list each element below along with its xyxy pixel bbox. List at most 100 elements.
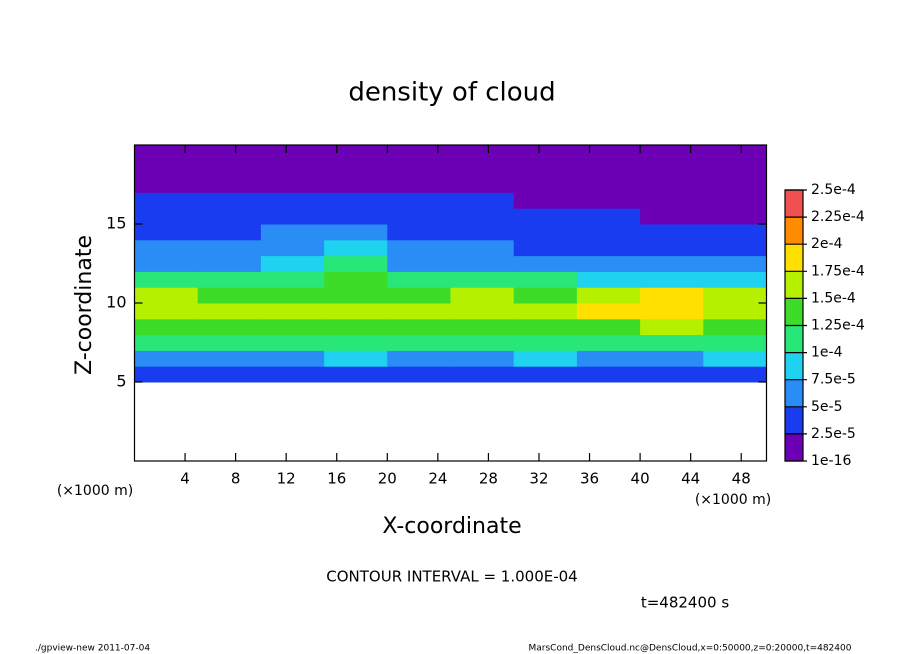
cell (640, 176, 704, 193)
cell (197, 318, 262, 336)
cell (513, 350, 578, 367)
cell (134, 145, 199, 162)
cell (576, 303, 641, 320)
cell (703, 255, 767, 272)
x-tick-label: 28 (479, 470, 498, 488)
cell (513, 287, 578, 304)
cell (387, 224, 451, 241)
colorbar-swatch (785, 352, 803, 380)
cell (576, 287, 641, 304)
cell (324, 145, 388, 162)
cell (513, 224, 578, 241)
x-tick-label: 40 (631, 470, 650, 488)
cell (450, 318, 515, 336)
cell (703, 224, 767, 241)
time-label: t=482400 s (641, 594, 729, 612)
cell (450, 271, 515, 288)
cell (387, 350, 451, 367)
cell (450, 192, 515, 209)
cell (134, 350, 199, 367)
x-tick-label: 44 (681, 470, 700, 488)
cell (260, 334, 325, 351)
cell (450, 334, 515, 351)
cell (513, 192, 578, 209)
cell (324, 239, 388, 257)
cell (387, 271, 451, 288)
cell (134, 303, 199, 320)
cell (513, 318, 578, 336)
cell (134, 287, 199, 304)
colorbar-label: 1.75e-4 (811, 263, 865, 279)
cell (387, 334, 451, 351)
y-tick-label: 15 (106, 214, 126, 233)
cell (576, 334, 641, 351)
cell (703, 287, 767, 304)
cell (576, 318, 641, 336)
colorbar-swatch (785, 379, 803, 408)
cell (260, 366, 325, 383)
cell (703, 334, 767, 351)
cell (387, 160, 451, 178)
cell (197, 176, 262, 193)
cell (640, 208, 704, 225)
cell (640, 318, 704, 336)
cell (197, 145, 262, 162)
cell (387, 208, 451, 225)
cell (134, 334, 199, 351)
cell (260, 176, 325, 193)
colorbar-swatch (785, 244, 803, 272)
cell (703, 145, 767, 162)
colorbar-label: 1e-16 (811, 453, 851, 469)
cell (260, 271, 325, 288)
cell (640, 255, 704, 272)
cell (260, 303, 325, 320)
cell (703, 350, 767, 367)
cell (324, 208, 388, 225)
cell (576, 176, 641, 193)
cell (387, 318, 451, 336)
x-tick-label: 32 (529, 470, 548, 488)
cell (640, 366, 704, 383)
cell (640, 192, 704, 209)
x-axis-label: X-coordinate (382, 514, 521, 539)
cell (576, 192, 641, 209)
colorbar-swatch (785, 433, 803, 462)
cell (260, 350, 325, 367)
cell (197, 224, 262, 241)
cell (324, 176, 388, 193)
cell (134, 192, 199, 209)
x-tick-label: 8 (231, 470, 241, 488)
x-tick-label: 24 (428, 470, 447, 488)
cell (513, 208, 578, 225)
cell (260, 160, 325, 178)
cell (450, 239, 515, 257)
cell (324, 303, 388, 320)
cell (197, 239, 262, 257)
cell (260, 255, 325, 272)
cell (640, 334, 704, 351)
colorbar-label: 5e-5 (811, 399, 842, 415)
cell (513, 145, 578, 162)
cell (450, 366, 515, 383)
cell (576, 145, 641, 162)
cell (450, 145, 515, 162)
cell (260, 192, 325, 209)
cell (640, 145, 704, 162)
colorbar-swatch (785, 325, 803, 353)
y-tick-label: 5 (116, 372, 126, 391)
cell (703, 303, 767, 320)
cell (640, 303, 704, 320)
cell (576, 208, 641, 225)
cell (576, 271, 641, 288)
cell (197, 255, 262, 272)
cell (260, 208, 325, 225)
cell (513, 176, 578, 193)
colorbar-label: 2.5e-5 (811, 426, 856, 442)
unit-label: (×1000 m) (695, 492, 771, 508)
footer-left: ./gpview-new 2011-07-04 (35, 644, 150, 654)
cell (450, 176, 515, 193)
cell (703, 239, 767, 257)
chart-title: density of cloud (348, 78, 555, 108)
cell (134, 318, 199, 336)
unit-label: (×1000 m) (57, 483, 133, 499)
